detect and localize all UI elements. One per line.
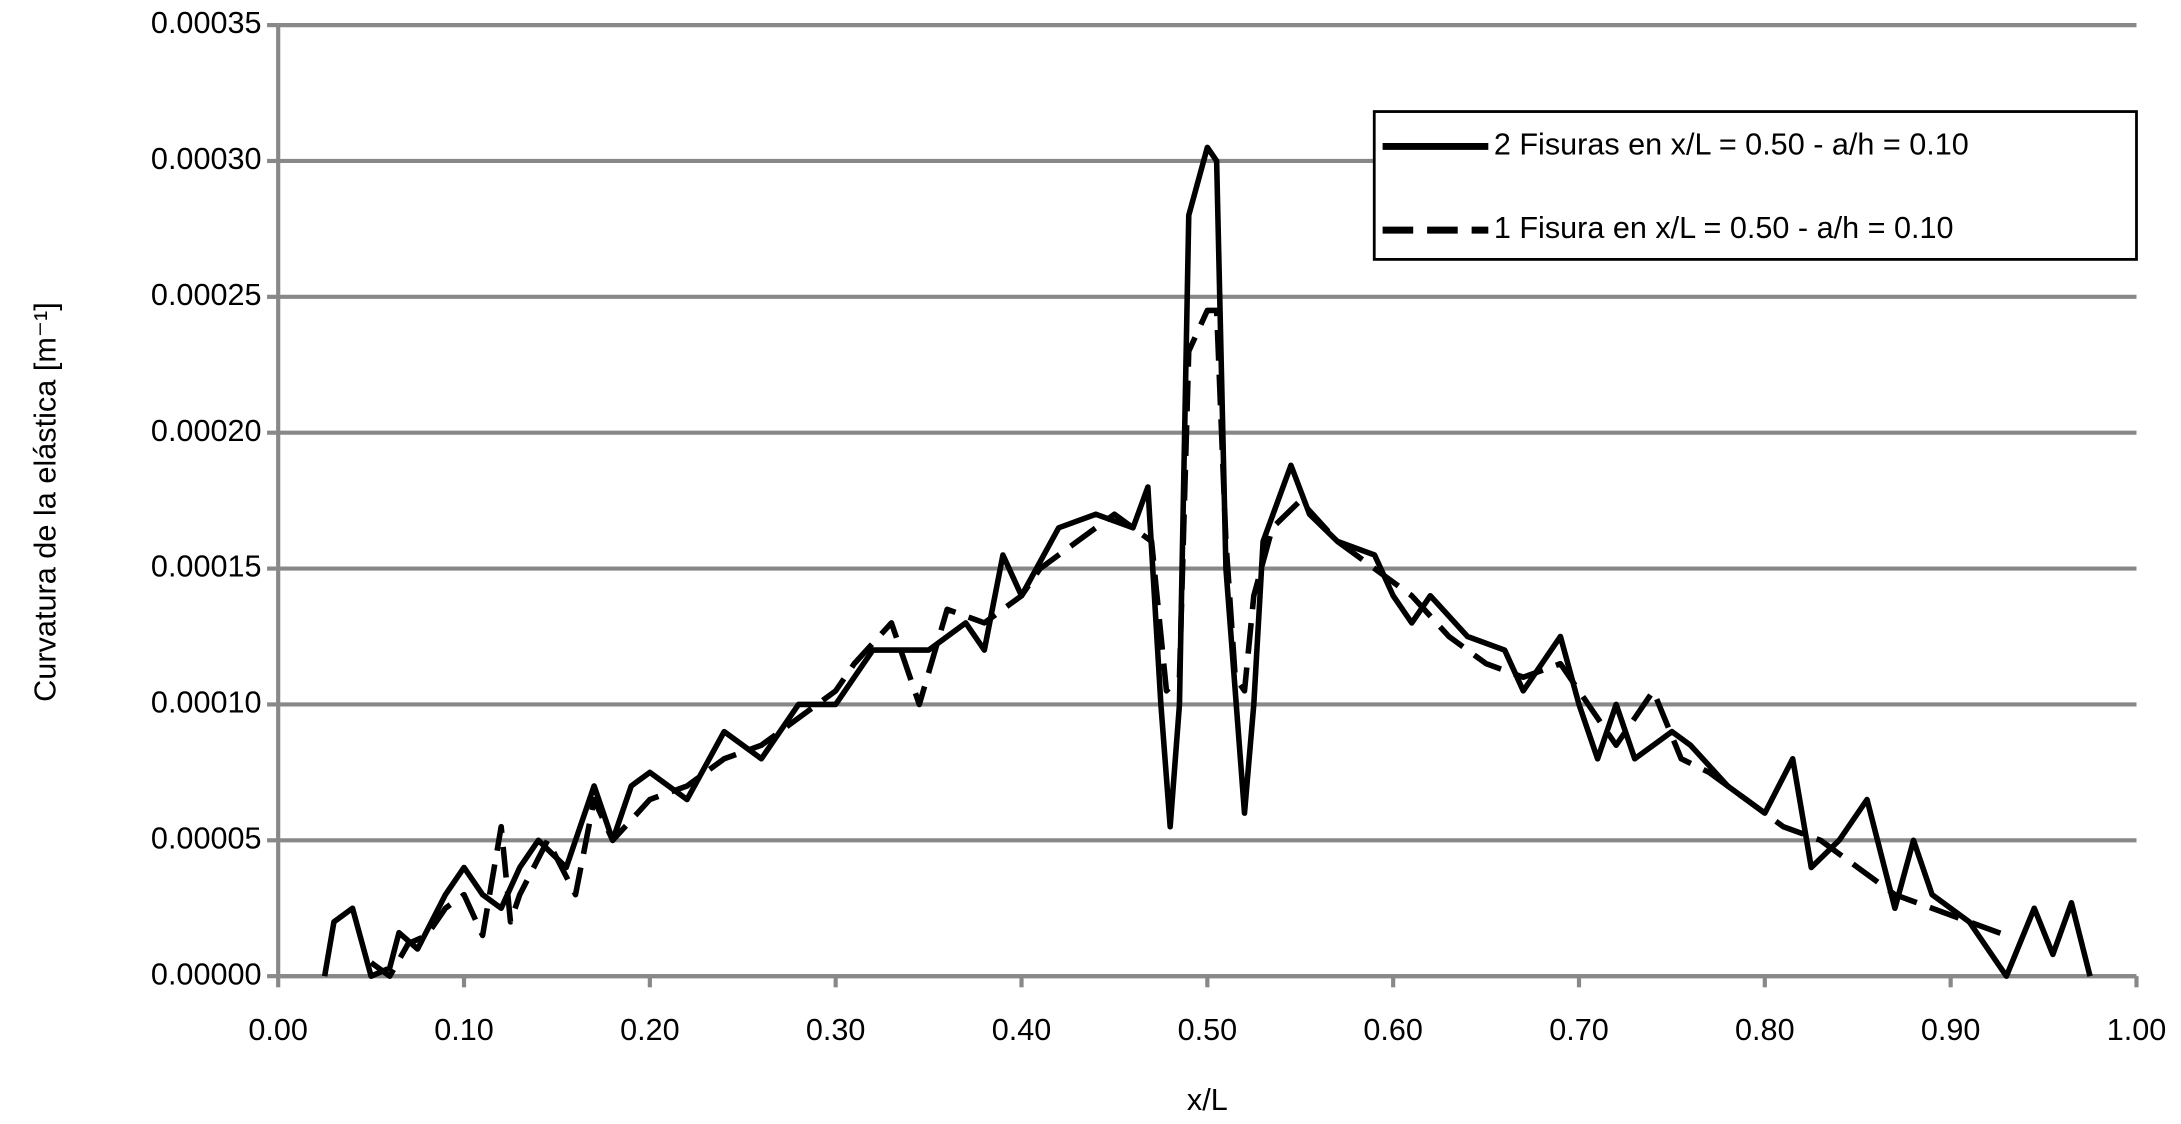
y-tick-label: 0.00000 [151,957,262,991]
legend-label: 2 Fisuras en x/L = 0.50 - a/h = 0.10 [1494,127,1969,161]
series-line [321,144,2093,979]
legend-box [1372,110,2138,261]
legend-label: 1 Fisura en x/L = 0.50 - a/h = 0.10 [1494,211,1954,245]
x-tick-label: 0.70 [1549,1013,1609,1047]
x-axis-label: x/L [1187,1083,1228,1117]
x-tick-label: 0.00 [248,1013,308,1047]
x-tick-label: 0.90 [1921,1013,1981,1047]
y-axis-label: Curvatura de la elástica [m⁻¹] [28,302,62,702]
x-tick-label: 0.50 [1178,1013,1238,1047]
x-tick-label: 0.60 [1363,1013,1423,1047]
series-line [369,307,2008,979]
y-tick-label: 0.00025 [151,278,262,312]
x-tick-label: 1.00 [2107,1013,2167,1047]
x-tick-label: 0.20 [620,1013,680,1047]
y-tick-label: 0.00010 [151,686,262,720]
x-tick-label: 0.80 [1735,1013,1795,1047]
y-tick-label: 0.00035 [151,6,262,40]
x-tick-label: 0.10 [434,1013,494,1047]
y-tick-label: 0.00005 [151,821,262,855]
y-tick-label: 0.00015 [151,550,262,584]
y-tick-label: 0.00030 [151,142,262,176]
x-tick-label: 0.40 [992,1013,1052,1047]
y-tick-label: 0.00020 [151,414,262,448]
x-tick-label: 0.30 [806,1013,866,1047]
